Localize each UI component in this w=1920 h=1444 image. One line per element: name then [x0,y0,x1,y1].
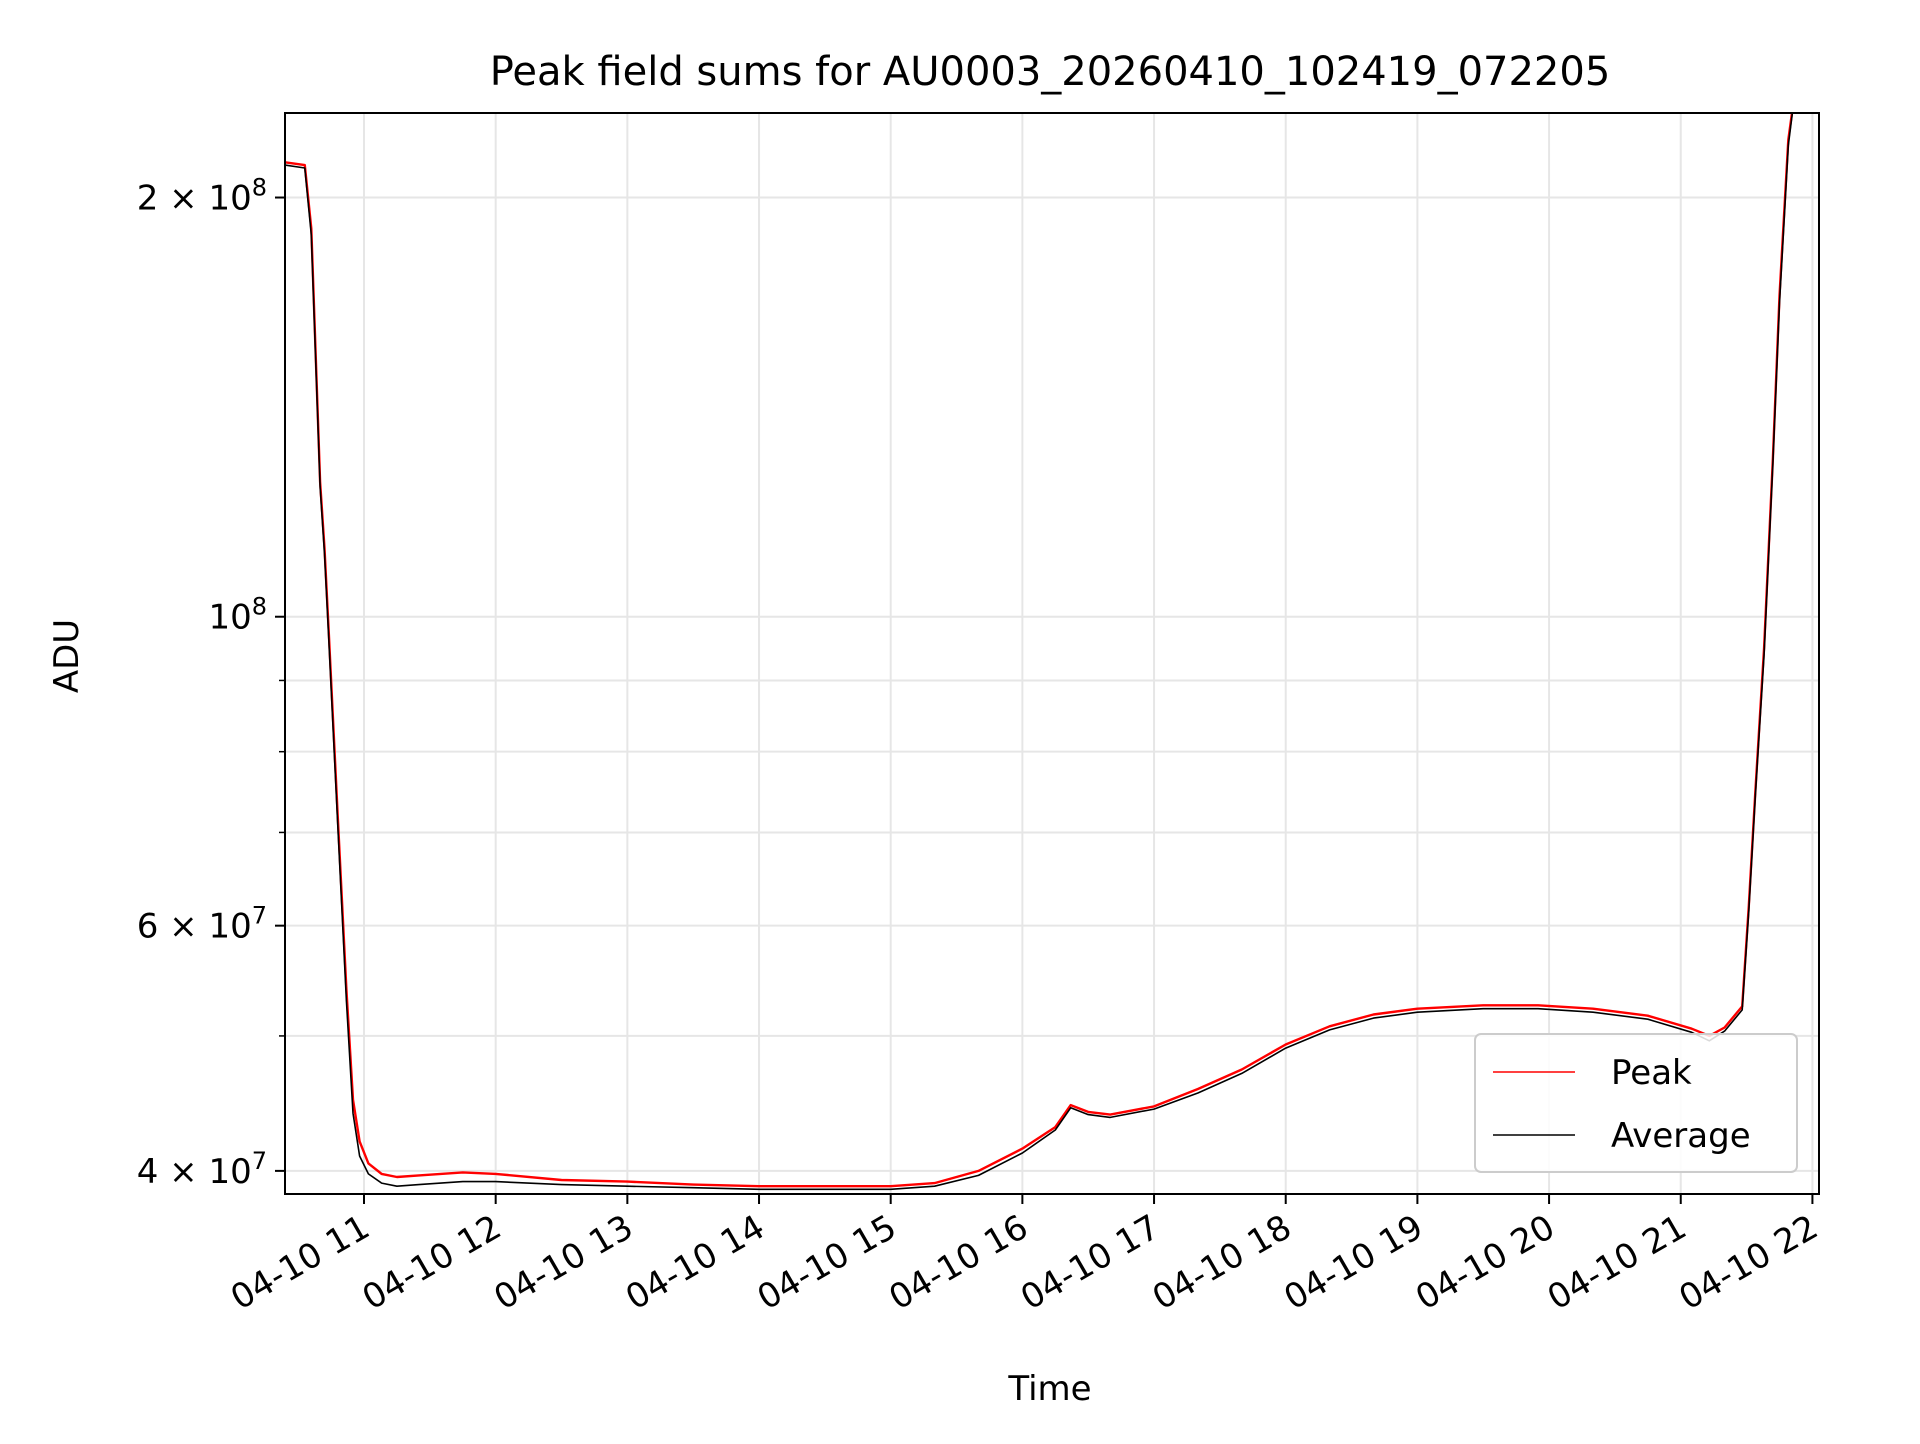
legend-label-average: Average [1611,1116,1751,1156]
y-axis-label: ADU [47,619,87,693]
plot-frame [284,112,1820,1195]
y-tick-label: 2 × 108 [137,174,267,219]
y-tick-label: 108 [208,593,267,638]
chart-title: Peak field sums for AU0003_20260410_1024… [490,49,1611,95]
legend-box [1474,1033,1798,1173]
series-line-peak [285,113,1794,1188]
y-tick-label: 6 × 107 [137,902,267,947]
legend: Peak Average [1474,1033,1798,1173]
legend-label-peak: Peak [1611,1053,1692,1093]
x-axis-label: Time [1007,1369,1091,1409]
y-tick-label: 4 × 107 [137,1147,267,1192]
